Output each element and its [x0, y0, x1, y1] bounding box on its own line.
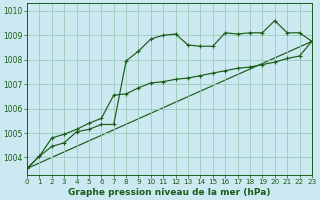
X-axis label: Graphe pression niveau de la mer (hPa): Graphe pression niveau de la mer (hPa) — [68, 188, 271, 197]
